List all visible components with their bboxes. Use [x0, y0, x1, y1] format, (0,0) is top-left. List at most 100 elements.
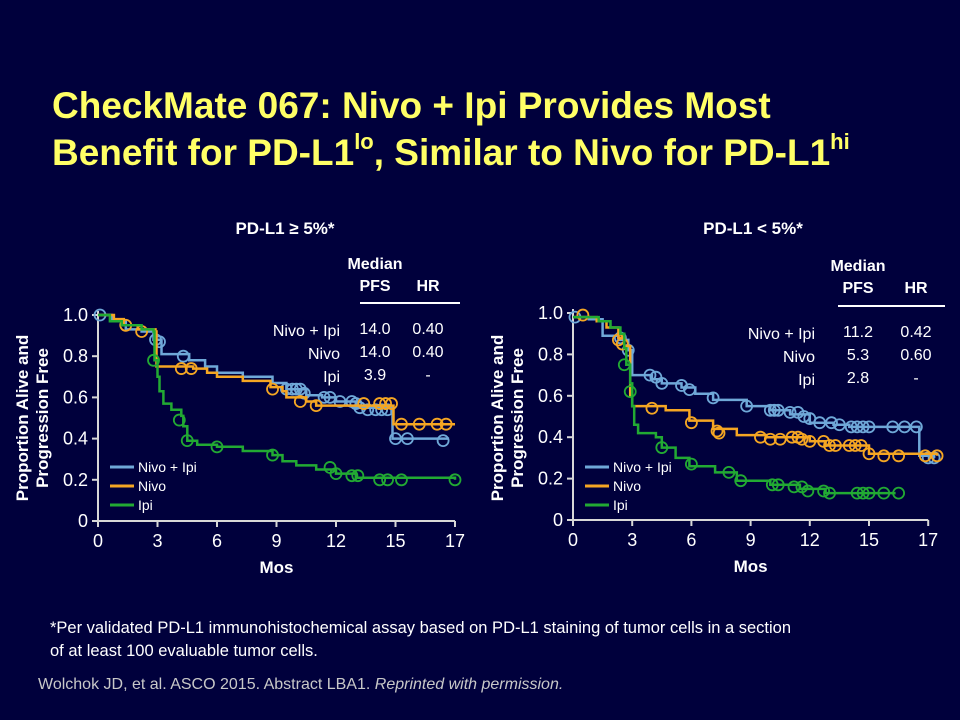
censor-mark	[685, 416, 698, 430]
slide-title: CheckMate 067: Nivo + Ipi Provides Most …	[52, 82, 952, 176]
chart-title: PD-L1 ≥ 5%*	[235, 219, 334, 238]
table-header-median: Median	[347, 256, 402, 273]
censor-mark	[787, 480, 801, 494]
censor-mark	[854, 439, 868, 452]
x-tick-label: 12	[326, 531, 346, 551]
censor-mark	[210, 440, 224, 454]
legend-label: Ipi	[613, 497, 628, 513]
y-tick-label: 0	[553, 510, 563, 530]
table-pfs: 2.8	[847, 370, 869, 387]
title-text: Benefit for PD-L1	[52, 132, 355, 173]
y-axis-label: Progression Free	[508, 348, 527, 488]
censor-mark	[615, 337, 629, 351]
title-line-2: Benefit for PD-L1lo, Similar to Nivo for…	[52, 129, 952, 176]
y-tick-label: 0.6	[63, 387, 88, 407]
censor-mark	[655, 376, 669, 390]
censor-mark	[683, 383, 696, 396]
table-hr: 0.42	[900, 324, 931, 341]
censor-mark	[877, 449, 891, 463]
censor-mark	[823, 486, 836, 500]
censor-mark	[353, 401, 367, 415]
censor-mark	[803, 434, 817, 448]
censor-mark	[623, 385, 637, 399]
censor-mark	[848, 439, 862, 452]
y-tick-label: 0.2	[538, 469, 563, 489]
censor-mark	[771, 478, 785, 492]
table-header-hr: HR	[416, 278, 440, 295]
censor-mark	[710, 424, 724, 438]
km-curve-ipi	[98, 313, 457, 480]
censor-mark	[763, 403, 777, 417]
table-pfs: 5.3	[847, 347, 869, 364]
censor-mark	[349, 397, 363, 410]
censor-mark	[400, 432, 414, 446]
legend-label: Nivo + Ipi	[613, 459, 672, 475]
censor-mark	[927, 451, 941, 465]
footnote-line: of at least 100 evaluable tumor cells.	[50, 642, 318, 660]
censor-mark	[795, 432, 809, 446]
censor-mark	[930, 449, 944, 463]
censor-mark	[734, 474, 748, 488]
censor-mark	[921, 451, 935, 465]
table-hr: 0.40	[412, 321, 443, 338]
censor-mark	[765, 478, 779, 492]
citation-text: Wolchok JD, et al. ASCO 2015. Abstract L…	[38, 676, 375, 693]
table-hr: 0.40	[412, 344, 443, 361]
censor-mark	[823, 439, 836, 452]
censor-mark	[180, 434, 194, 448]
censor-mark	[909, 420, 923, 434]
censor-mark	[617, 358, 631, 372]
censor-mark	[643, 368, 657, 382]
censor-mark	[184, 362, 198, 375]
chart-title: PD-L1 < 5%*	[703, 219, 803, 238]
y-tick-label: 1.0	[538, 303, 563, 323]
censor-mark	[430, 417, 444, 431]
table-arm: Nivo + Ipi	[273, 323, 340, 340]
x-axis-label: Mos	[260, 558, 294, 577]
censor-mark	[722, 465, 736, 479]
y-axis-label: Progression Free	[33, 348, 52, 488]
citation-note: Reprinted with permission.	[374, 676, 564, 693]
censor-mark	[706, 391, 720, 405]
table-pfs: 14.0	[359, 321, 390, 338]
x-tick-label: 15	[859, 530, 879, 550]
table-arm: Nivo	[783, 349, 815, 366]
censor-mark	[381, 473, 394, 487]
censor-mark	[771, 403, 785, 417]
x-tick-label: 3	[152, 531, 162, 551]
censor-mark	[576, 308, 590, 322]
censor-mark	[685, 457, 698, 471]
censor-mark	[285, 382, 299, 396]
censor-mark	[266, 382, 279, 396]
x-tick-label: 0	[568, 530, 578, 550]
censor-mark	[783, 405, 797, 419]
censor-mark	[763, 432, 777, 446]
censor-mark	[395, 417, 408, 431]
censor-mark	[176, 349, 190, 363]
table-arm: Ipi	[798, 372, 815, 389]
table-pfs: 14.0	[359, 344, 390, 361]
censor-mark	[740, 399, 754, 413]
x-tick-label: 3	[627, 530, 637, 550]
table-header-hr: HR	[904, 280, 928, 297]
censor-mark	[862, 486, 876, 500]
censor-mark	[645, 401, 659, 415]
x-tick-label: 6	[686, 530, 696, 550]
censor-mark	[862, 420, 876, 434]
table-hr: -	[425, 367, 430, 384]
censor-mark	[856, 486, 870, 500]
footnote: *Per validated PD-L1 immunohistochemical…	[50, 617, 791, 663]
censor-mark	[801, 484, 815, 498]
x-tick-label: 9	[746, 530, 756, 550]
censor-mark	[345, 469, 359, 483]
y-axis-label: Proportion Alive and	[488, 335, 507, 502]
table-arm: Nivo + Ipi	[748, 326, 815, 343]
censor-mark	[172, 413, 186, 427]
x-tick-label: 17	[445, 531, 465, 551]
censor-mark	[892, 449, 905, 463]
y-tick-label: 0.8	[63, 346, 88, 366]
censor-mark	[856, 420, 870, 434]
x-tick-label: 17	[918, 530, 938, 550]
footnote-line: *Per validated PD-L1 immunohistochemical…	[50, 619, 792, 637]
legend-label: Ipi	[138, 497, 153, 513]
